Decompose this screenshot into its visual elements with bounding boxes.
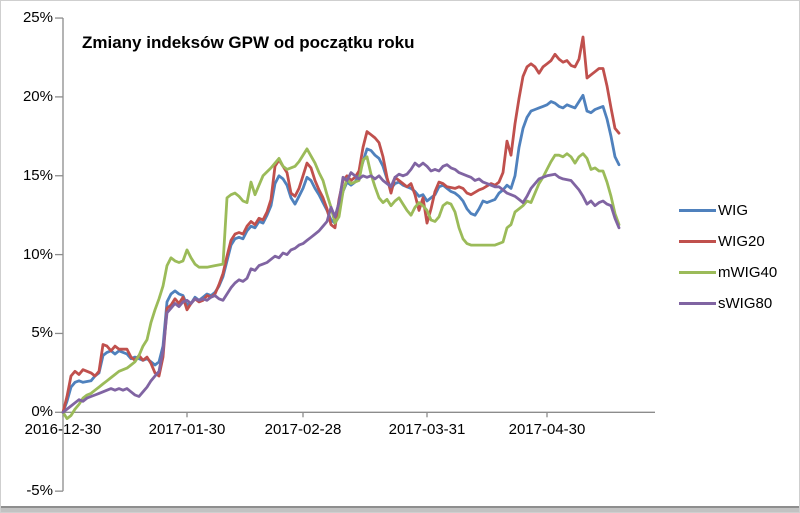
legend-item-wig: WIG <box>679 201 748 219</box>
legend-label-wig20: WIG20 <box>718 232 765 250</box>
legend-line-swatch-mwig40 <box>679 270 716 274</box>
series-line-mWIG40 <box>61 147 621 421</box>
legend-label-swig80: sWIG80 <box>718 294 773 312</box>
y-axis-label-15: 15% <box>22 167 53 184</box>
legend-line-swatch-wig20 <box>679 239 716 243</box>
series-line-sWIG80 <box>61 161 621 414</box>
x-axis-label-2017-01-30: 2017-01-30 <box>148 421 226 438</box>
legend-line-swatch-wig <box>679 208 716 212</box>
y-axis-label-10: 10% <box>22 246 53 263</box>
y-axis-label-25: 25% <box>22 9 53 26</box>
window-bottom-edge <box>1 506 799 512</box>
legend-line-swatch-swig80 <box>679 301 716 305</box>
x-axis-label-2017-02-28: 2017-02-28 <box>264 421 342 438</box>
legend-item-swig80: sWIG80 <box>679 294 772 312</box>
x-axis-label-2016-12-30: 2016-12-30 <box>24 421 102 438</box>
y-axis-label-20: 20% <box>22 88 53 105</box>
legend-item-wig20: WIG20 <box>679 232 765 250</box>
chart-title: Zmiany indeksów GPW od początku roku <box>82 33 415 52</box>
x-axis-label-2017-04-30: 2017-04-30 <box>508 421 586 438</box>
legend-item-mwig40: mWIG40 <box>679 263 777 281</box>
y-axis-label-0: 0% <box>31 403 53 420</box>
legend-label-wig: WIG <box>718 201 748 219</box>
series-line-WIG <box>61 93 621 414</box>
y-axis-label-5: 5% <box>31 324 53 341</box>
series-line-WIG20 <box>61 35 621 414</box>
legend-label-mwig40: mWIG40 <box>718 263 778 281</box>
x-axis-label-2017-03-31: 2017-03-31 <box>388 421 466 438</box>
y-axis-label-neg5: -5% <box>26 482 53 499</box>
